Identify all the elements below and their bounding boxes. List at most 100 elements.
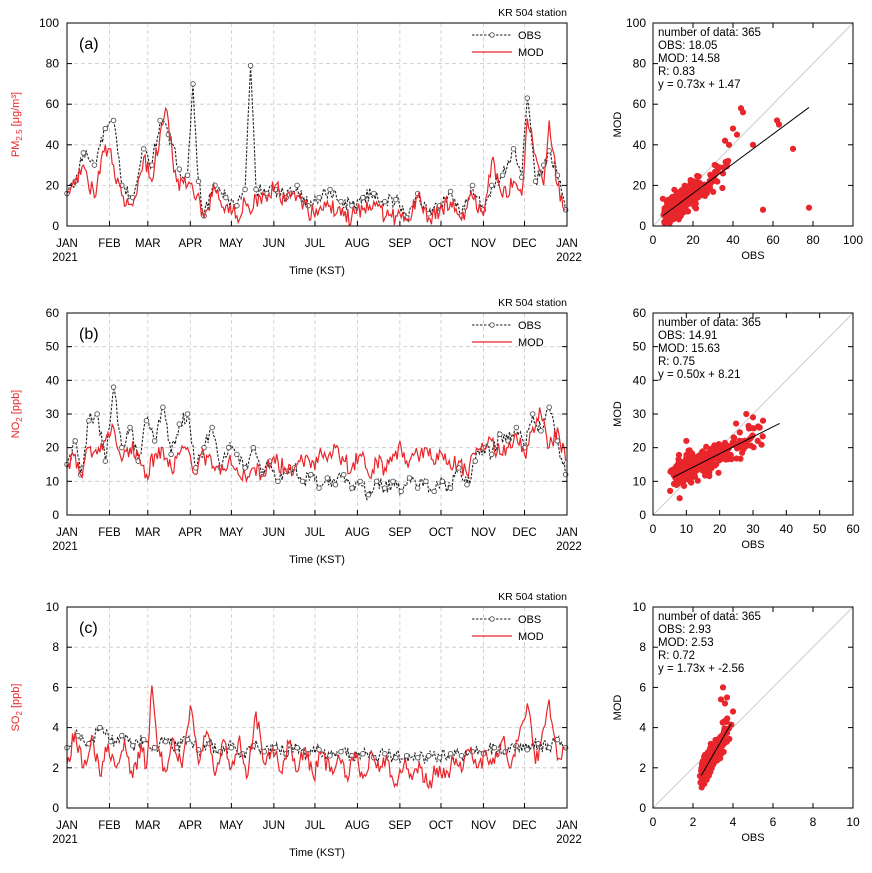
scatter-point	[714, 178, 721, 185]
scatter-point	[675, 196, 682, 203]
obs-marker	[162, 738, 169, 745]
y-axis-title: MOD	[612, 401, 624, 427]
obs-marker	[143, 417, 150, 424]
x-tick-label: OCT	[429, 238, 453, 250]
obs-marker	[294, 744, 300, 751]
stats-line: number of data: 365	[658, 317, 761, 329]
scatter-point	[715, 448, 722, 455]
obs-marker	[184, 172, 191, 178]
scatter-point	[750, 444, 757, 451]
obs-marker	[157, 117, 163, 124]
y-tick-label: 40	[633, 373, 647, 387]
scatter-point	[681, 482, 688, 489]
obs-marker	[373, 478, 380, 485]
x-axis-title: OBS	[741, 539, 764, 551]
obs-marker	[272, 744, 278, 751]
obs-marker	[190, 81, 196, 87]
scatter-point	[690, 194, 697, 201]
obs-marker	[393, 755, 399, 761]
obs-marker	[371, 190, 377, 197]
y-tick-label: 20	[46, 178, 60, 192]
station-title: KR 504 station	[498, 297, 567, 309]
y-axis-title: MOD	[612, 112, 624, 138]
scatter-point	[712, 757, 720, 764]
obs-marker	[176, 421, 183, 427]
scatter-point	[690, 458, 697, 465]
obs-marker	[242, 465, 248, 471]
x-tick-label: JUL	[305, 820, 326, 832]
obs-marker	[102, 125, 109, 132]
obs-marker	[524, 746, 531, 753]
x-tick-label: FEB	[98, 820, 121, 832]
obs-marker	[176, 166, 183, 172]
y-tick-label: 20	[633, 178, 647, 192]
obs-marker	[510, 146, 517, 152]
scatter-point	[715, 735, 722, 743]
obs-marker	[119, 732, 125, 739]
scatter-point	[678, 458, 685, 465]
obs-marker	[327, 752, 333, 759]
obs-marker	[357, 478, 363, 485]
scatter-point	[729, 125, 737, 132]
stats-line: OBS: 2.93	[658, 624, 711, 636]
x-tick-label: APR	[178, 527, 202, 539]
obs-marker	[538, 428, 544, 434]
scatter-point	[707, 745, 714, 752]
y-tick-label: 10	[46, 600, 60, 614]
obs-marker	[130, 742, 136, 749]
x-tick-label: 0	[650, 815, 657, 829]
obs-marker	[160, 404, 166, 411]
x-tick-label: APR	[178, 238, 202, 250]
x-tick-label: 60	[766, 233, 780, 247]
obs-marker	[472, 458, 478, 464]
scatter-point	[719, 719, 726, 726]
obs-marker	[488, 451, 495, 458]
x-tick-label: SEP	[388, 238, 411, 250]
scatter-point	[728, 456, 735, 463]
scatter-point	[756, 424, 763, 431]
scatter-point	[759, 433, 766, 440]
stats-line: y = 1.73x + -2.56	[658, 663, 744, 675]
x-tick-label: MAR	[135, 527, 161, 539]
obs-marker	[340, 471, 347, 478]
obs-marker	[294, 182, 300, 189]
scatter-point	[659, 195, 667, 202]
obs-marker	[168, 451, 174, 458]
mod-series-line	[66, 407, 567, 484]
x-tick-label: FEB	[98, 527, 121, 539]
y-tick-label: 10	[46, 474, 60, 488]
obs-marker	[140, 146, 147, 152]
obs-marker	[327, 186, 333, 193]
mod-series-line	[66, 106, 566, 226]
scatter-point	[675, 451, 683, 459]
scatter-point	[665, 203, 672, 210]
x-axis-title: Time (KST)	[289, 554, 345, 566]
y-tick-label: 20	[46, 441, 60, 455]
legend-obs-marker	[489, 616, 495, 622]
obs-marker	[491, 744, 498, 751]
obs-marker	[499, 172, 506, 178]
scatter-point	[683, 437, 690, 445]
obs-marker	[195, 178, 202, 185]
x-tick-label: MAR	[135, 820, 161, 832]
y-axis-title-unit: [ppb]	[10, 390, 22, 418]
obs-marker	[360, 194, 366, 201]
y-tick-label: 40	[633, 138, 647, 152]
obs-marker	[458, 752, 465, 759]
y-tick-label: 6	[52, 680, 59, 694]
x-tick-label: JAN	[56, 820, 78, 832]
x-tick-label: AUG	[345, 238, 370, 250]
obs-marker	[349, 485, 355, 491]
x-tick-label: DEC	[512, 820, 536, 832]
obs-marker	[299, 478, 306, 485]
x-tick-label: 40	[780, 522, 794, 536]
panel-c: 0 2 4 6 8 10 JAN FEB MAR APR MAY JUN JUL AUG SEP OCT NOV…	[10, 591, 860, 859]
x-tick-label: 10	[680, 522, 694, 536]
scatter-point	[759, 417, 767, 424]
x-tick-label: 0	[650, 522, 657, 536]
scatter-point	[708, 465, 715, 472]
y-tick-label: 10	[633, 600, 647, 614]
obs-marker	[530, 411, 536, 417]
